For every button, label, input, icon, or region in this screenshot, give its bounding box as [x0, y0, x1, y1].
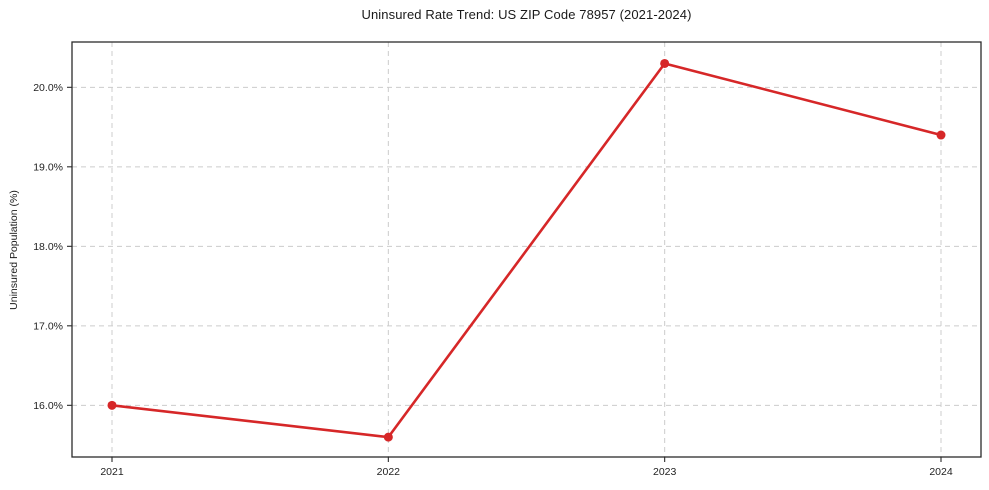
- data-point-marker: [660, 58, 670, 68]
- plot-border: [71, 41, 982, 458]
- x-tick-label: 2022: [377, 466, 401, 478]
- x-tick-label: 2024: [929, 466, 953, 478]
- chart-title: Uninsured Rate Trend: US ZIP Code 78957 …: [361, 7, 692, 22]
- trend-line: [110, 62, 943, 439]
- y-tick-label: 19.0%: [33, 161, 63, 173]
- y-tick-label: 17.0%: [33, 320, 63, 332]
- data-point-marker: [936, 130, 946, 140]
- x-tick-label: 2021: [100, 466, 124, 478]
- x-tick-label: 2023: [653, 466, 677, 478]
- data-point-marker: [383, 432, 393, 442]
- y-tick-label: 16.0%: [33, 400, 63, 412]
- y-tick-label: 20.0%: [33, 82, 63, 94]
- data-point-marker: [107, 400, 117, 410]
- y-tick-label: 18.0%: [33, 241, 63, 253]
